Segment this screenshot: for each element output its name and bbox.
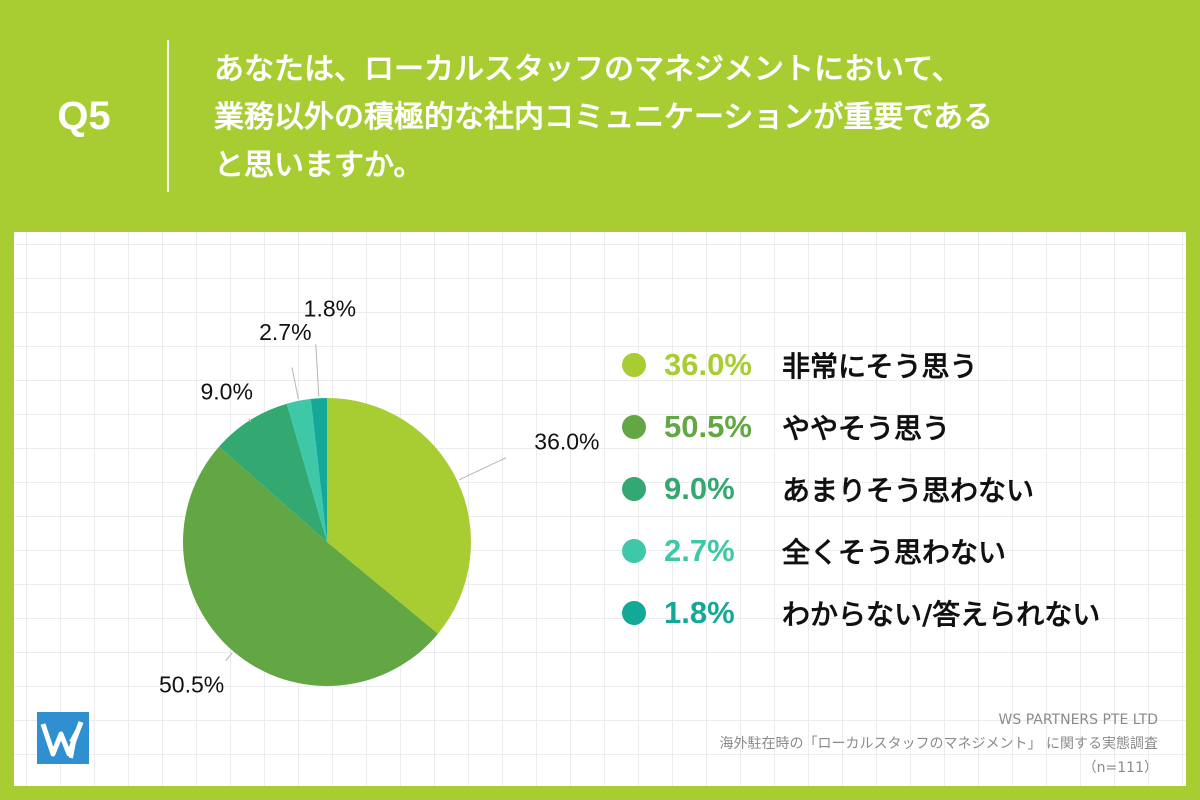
question-line: と思いますか。 [214, 148, 424, 183]
leader-line [315, 344, 320, 397]
sample-size: （n=111） [1082, 760, 1158, 776]
chart-legend: 36.0% 非常にそう思う 50.5% ややそう思う 9.0% あまりそう思わな… [622, 345, 1100, 655]
legend-label: あまりそう思わない [782, 474, 1035, 507]
legend-percent: 1.8% [664, 595, 735, 630]
legend-swatch [622, 477, 646, 501]
legend-percent: 2.7% [664, 533, 735, 568]
leader-line [291, 367, 299, 399]
pie-slice [310, 398, 327, 542]
legend-label: わからない/答えられない [782, 598, 1101, 631]
pie-slice [183, 446, 438, 686]
question-line: 業務以外の積極的な社内コミュニケーションが重要である [214, 100, 994, 135]
legend-label: 非常にそう思う [782, 350, 978, 383]
question-line: あなたは、ローカルスタッフのマネジメントにおいて、 [214, 52, 962, 87]
pie-chart: 36.0% 50.5% 9.0% 2.7%1.8% [159, 295, 600, 698]
slice-value-label: 2.7% [259, 319, 311, 345]
legend-label: ややそう思う [782, 412, 951, 445]
legend-item: 2.7% 全くそう思わない [622, 531, 1100, 571]
legend-percent: 36.0% [664, 347, 752, 382]
company-name: WS PARTNERS PTE LTD [998, 712, 1158, 728]
legend-percent: 9.0% [664, 471, 735, 506]
pie-slice [286, 398, 327, 542]
legend-swatch [622, 601, 646, 625]
legend-swatch [622, 415, 646, 439]
survey-title: 海外駐在時の「ローカルスタッフのマネジメント」 に関する実態調査 [719, 736, 1158, 752]
header-divider [167, 40, 169, 192]
legend-percent: 50.5% [664, 409, 752, 444]
leader-line [225, 652, 233, 661]
question-text: あなたは、ローカルスタッフのマネジメントにおいて、 業務以外の積極的な社内コミュ… [214, 46, 1174, 190]
legend-item: 50.5% ややそう思う [622, 407, 1100, 447]
legend-label: 全くそう思わない [782, 536, 1007, 569]
slice-value-label: 1.8% [304, 295, 356, 321]
slice-value-label: 9.0% [200, 378, 252, 404]
company-logo [37, 712, 89, 764]
legend-item: 1.8% わからない/答えられない [622, 593, 1100, 633]
legend-item: 36.0% 非常にそう思う [622, 345, 1100, 385]
source-note: WS PARTNERS PTE LTD 海外駐在時の「ローカルスタッフのマネジメ… [720, 708, 1158, 780]
pie-slice [218, 403, 327, 542]
legend-item: 9.0% あまりそう思わない [622, 469, 1100, 509]
pie-slice [327, 398, 472, 634]
legend-swatch [622, 539, 646, 563]
legend-swatch [622, 353, 646, 377]
slice-value-label: 50.5% [159, 672, 224, 698]
question-number: Q5 [57, 94, 111, 138]
leader-line [458, 457, 507, 481]
chart-panel: 36.0% 50.5% 9.0% 2.7% 1.8% 36.0% 非常にそう思う 50.… [14, 232, 1186, 786]
leader-line [248, 418, 252, 423]
slice-value-label: 36.0% [534, 428, 599, 454]
